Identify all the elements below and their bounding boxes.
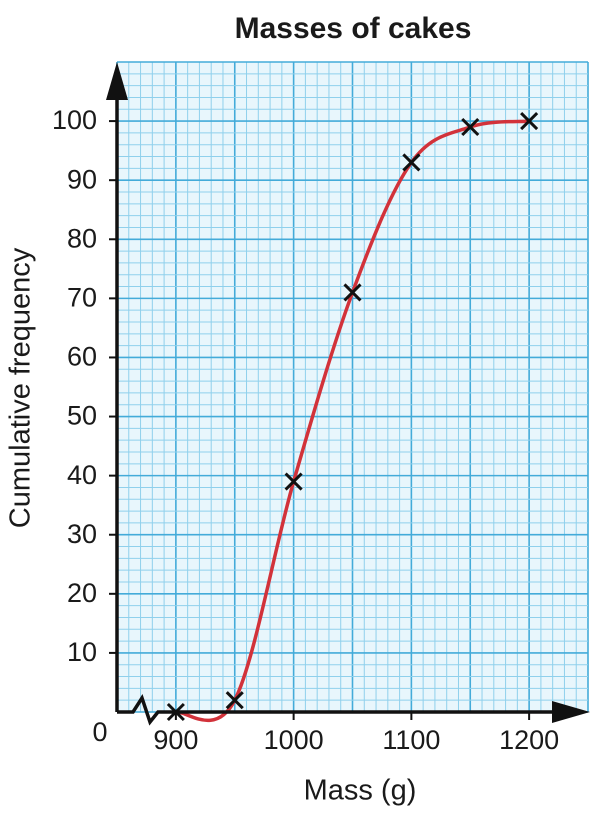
y-tick-label: 70 xyxy=(67,282,97,312)
x-tick-label: 900 xyxy=(153,725,198,755)
y-tick-label: 10 xyxy=(67,637,97,667)
y-tick-label: 100 xyxy=(52,105,97,135)
point-cross xyxy=(284,472,303,491)
point-cross xyxy=(520,112,539,131)
y-tick-label: 50 xyxy=(67,401,97,431)
point-cross xyxy=(343,283,362,302)
x-axis-arrow xyxy=(552,701,590,723)
x-tick-label: 1200 xyxy=(499,725,559,755)
x-tick-label: 1100 xyxy=(382,725,440,755)
point-cross xyxy=(225,691,244,710)
y-tick-label: 80 xyxy=(67,223,97,253)
y-axis-arrow xyxy=(106,62,128,100)
x-axis-label: Mass (g) xyxy=(304,775,417,807)
point-cross xyxy=(402,153,421,172)
chart-title: Masses of cakes xyxy=(235,12,472,45)
x-axis xyxy=(117,693,578,726)
grid xyxy=(116,61,589,713)
y-tick-label: 30 xyxy=(67,519,97,549)
point-cross xyxy=(461,117,480,137)
y-axis-label: Cumulative frequency xyxy=(5,247,37,528)
x-tick-label: 1000 xyxy=(264,725,324,755)
ticks: 10 20 30 40 50 60 70 80 90 100 900 1000 1100 1200 xyxy=(52,105,559,755)
marks xyxy=(166,112,539,723)
origin-label: 0 xyxy=(92,717,107,747)
y-tick-label: 20 xyxy=(67,578,97,608)
y-tick-label: 40 xyxy=(67,460,97,490)
y-tick-label: 90 xyxy=(67,164,97,194)
y-tick-label: 60 xyxy=(67,342,97,372)
curve xyxy=(175,119,530,723)
